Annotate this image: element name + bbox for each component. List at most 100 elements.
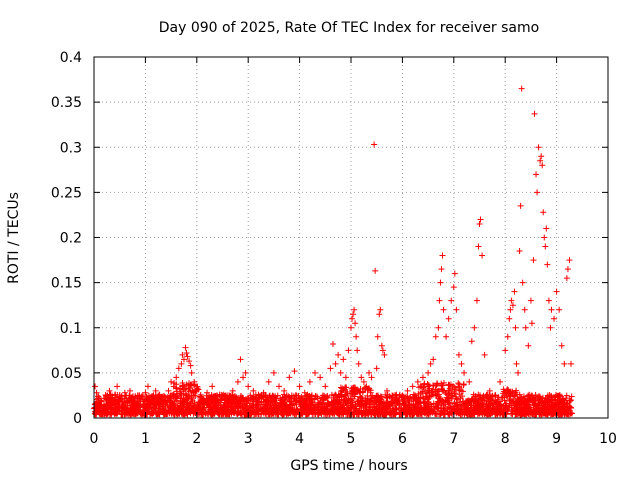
background-point [204, 396, 211, 403]
data-point [531, 110, 538, 117]
background-point [512, 393, 519, 400]
data-point [92, 383, 99, 390]
data-point [204, 389, 211, 396]
data-point [425, 369, 432, 376]
background-point [528, 392, 535, 399]
data-point [119, 404, 126, 411]
background-point [141, 396, 148, 403]
data-point [157, 398, 164, 405]
background-point [362, 384, 369, 391]
background-point [351, 390, 358, 397]
data-point [152, 387, 159, 394]
background-point [386, 393, 393, 400]
background-point [445, 391, 452, 398]
data-point [506, 315, 513, 322]
background-point [379, 404, 386, 411]
background-point [546, 398, 553, 405]
data-point [224, 398, 231, 405]
x-tick-label: 0 [90, 431, 99, 447]
y-tick-label: 0.15 [51, 276, 82, 292]
background-point [107, 408, 114, 415]
data-point [548, 306, 555, 313]
background-point [237, 409, 244, 416]
background-point [476, 392, 483, 399]
x-tick-label: 5 [347, 431, 356, 447]
background-point [181, 411, 188, 418]
data-point [409, 383, 416, 390]
data-point [530, 257, 537, 264]
data-point [527, 297, 534, 304]
background-point [445, 399, 452, 406]
data-point [551, 315, 558, 322]
data-point [276, 383, 283, 390]
data-point [332, 360, 339, 367]
background-point [351, 411, 358, 418]
background-point [319, 396, 326, 403]
background-point [546, 391, 553, 398]
background-point [258, 401, 265, 408]
data-point [502, 347, 509, 354]
background-point [358, 395, 365, 402]
background-point [177, 399, 184, 406]
background-point [383, 394, 390, 401]
data-point [363, 383, 370, 390]
background-point [184, 396, 191, 403]
background-point [364, 400, 371, 407]
background-point [420, 395, 427, 402]
background-point [356, 389, 363, 396]
data-point [98, 398, 105, 405]
data-point [187, 362, 194, 369]
background-point [315, 404, 322, 411]
background-point [343, 384, 350, 391]
background-point [114, 405, 121, 412]
background-point [482, 400, 489, 407]
background-point [434, 399, 441, 406]
data-point [342, 374, 349, 381]
data-point [438, 266, 445, 273]
background-point [398, 405, 405, 412]
background-point [415, 390, 422, 397]
data-point [547, 324, 554, 331]
background-point [434, 388, 441, 395]
background-point [457, 407, 464, 414]
data-point [553, 288, 560, 295]
background-point [122, 392, 129, 399]
background-point [275, 411, 282, 418]
background-point [311, 396, 318, 403]
x-tick-label: 10 [599, 431, 617, 447]
background-point [226, 395, 233, 402]
background-point [177, 405, 184, 412]
data-point [296, 383, 303, 390]
background-point [406, 395, 413, 402]
background-point [374, 393, 381, 400]
background-point [531, 397, 538, 404]
background-point [433, 404, 440, 411]
data-point [539, 162, 546, 169]
background-point [447, 381, 454, 388]
background-point [363, 401, 370, 408]
data-point [471, 324, 478, 331]
background-point [439, 382, 446, 389]
background-point [299, 409, 306, 416]
data-point [542, 243, 549, 250]
data-point [132, 401, 139, 408]
data-point [219, 392, 226, 399]
data-point [162, 395, 169, 402]
background-point [511, 392, 518, 399]
background-point [495, 402, 502, 409]
data-point [512, 324, 519, 331]
background-point [323, 411, 330, 418]
background-point [334, 405, 341, 412]
background-point [427, 410, 434, 417]
background-point [392, 405, 399, 412]
data-point [312, 369, 319, 376]
data-point [350, 311, 357, 318]
data-point [126, 387, 133, 394]
background-point [358, 407, 365, 414]
background-point [272, 400, 279, 407]
background-point [432, 410, 439, 417]
background-point [430, 382, 437, 389]
data-point [175, 365, 182, 372]
data-point [173, 374, 180, 381]
x-tick-label: 7 [449, 431, 458, 447]
